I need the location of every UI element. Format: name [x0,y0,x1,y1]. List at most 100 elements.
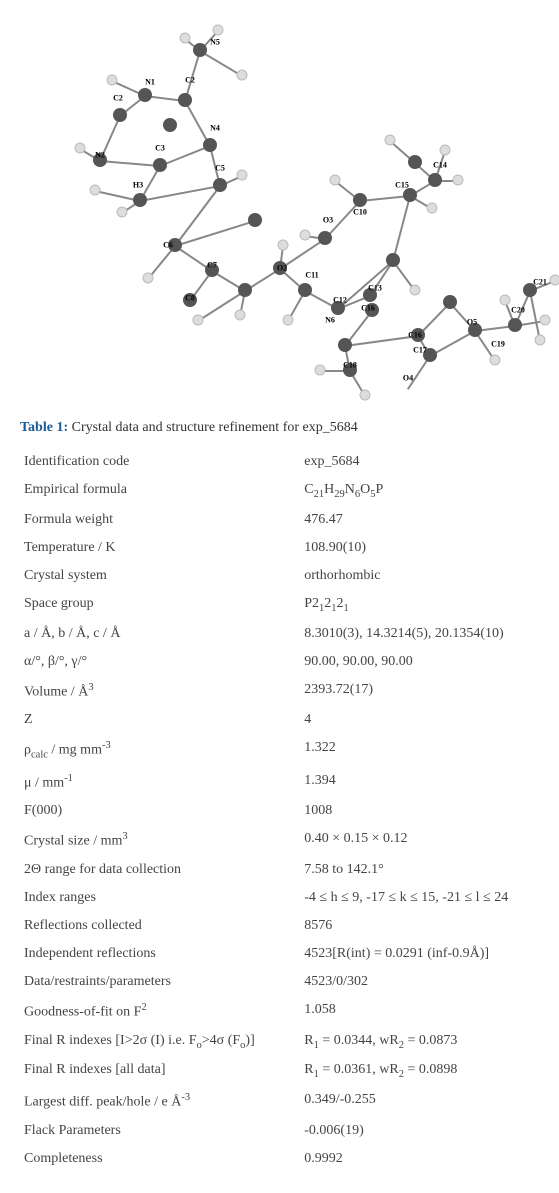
table-row: Final R indexes [I>2σ (I) i.e. Fo>4σ (Fo… [20,1027,539,1057]
atom-label: C5 [215,164,225,173]
table-row-label: Volume / Å3 [20,676,300,707]
table-row: Identification codeexp_5684 [20,448,539,476]
atom-hydrogen [213,25,224,36]
table-caption: Table 1: Crystal data and structure refi… [20,420,539,436]
table-row-label: Largest diff. peak/hole / e Å-3 [20,1086,300,1117]
table-row-label: Temperature / K [20,534,300,562]
table-row-label: Completeness [20,1145,300,1173]
table-row-value: 7.58 to 142.1° [300,856,539,884]
table-row-label: Data/restraints/parameters [20,968,300,996]
bond [160,145,211,167]
table-row: Volume / Å32393.72(17) [20,676,539,707]
atom-label: O5 [467,318,477,327]
atom-heavy [428,173,442,187]
table-row-value: 0.9992 [300,1145,539,1173]
table-row: Final R indexes [all data]R1 = 0.0361, w… [20,1056,539,1086]
atom-label: H3 [133,181,143,190]
atom-label: C2 [185,76,195,85]
table-row-value: P212121 [300,590,539,620]
atom-heavy [508,318,522,332]
table-row-value: 108.90(10) [300,534,539,562]
atom-label: O4 [403,374,413,383]
table-row: Completeness0.9992 [20,1145,539,1173]
atom-label: C20 [511,306,525,315]
table-row: a / Å, b / Å, c / Å8.3010(3), 14.3214(5)… [20,620,539,648]
table-row: 2Θ range for data collection7.58 to 142.… [20,856,539,884]
atom-heavy [386,253,400,267]
atom-hydrogen [550,275,559,286]
atom-label: C16 [361,304,375,313]
atom-label: N5 [210,38,220,47]
table-row: Flack Parameters-0.006(19) [20,1117,539,1145]
atom-label: C6 [163,241,173,250]
table-row-value: 0.40 × 0.15 × 0.12 [300,825,539,856]
table-row: Data/restraints/parameters4523/0/302 [20,968,539,996]
table-row-value: -0.006(19) [300,1117,539,1145]
table-row-value: R1 = 0.0361, wR2 = 0.0898 [300,1056,539,1086]
table-row-value: 8576 [300,912,539,940]
table-row-label: Crystal size / mm3 [20,825,300,856]
table-row-label: Final R indexes [I>2σ (I) i.e. Fo>4σ (Fo… [20,1027,300,1057]
atom-hydrogen [330,175,341,186]
table-row-label: α/°, β/°, γ/° [20,648,300,676]
atom-heavy [443,295,457,309]
atom-hydrogen [315,365,326,376]
table-row-label: Formula weight [20,506,300,534]
atom-heavy [213,178,227,192]
table-row: Empirical formulaC21H29N6O5P [20,476,539,506]
crystal-data-table: Identification codeexp_5684Empirical for… [20,448,539,1173]
atom-label: N1 [145,78,155,87]
table-row-label: Independent reflections [20,940,300,968]
atom-label: C16 [408,331,422,340]
table-row: Reflections collected8576 [20,912,539,940]
atom-heavy [138,88,152,102]
atom-hydrogen [535,335,546,346]
atom-heavy [163,118,177,132]
atom-label: N6 [325,316,335,325]
atom-heavy [113,108,127,122]
table-caption-text: Crystal data and structure refinement fo… [72,420,358,435]
table-row-label: ρcalc / mg mm-3 [20,734,300,766]
atom-hydrogen [237,70,248,81]
table-row-value: 4523[R(int) = 0.0291 (inf-0.9Å)] [300,940,539,968]
atom-hydrogen [440,145,451,156]
table-row-label: Space group [20,590,300,620]
table-row-value: 4523/0/302 [300,968,539,996]
atom-label: O3 [323,216,333,225]
atom-heavy [408,155,422,169]
table-row-value: exp_5684 [300,448,539,476]
atom-heavy [318,231,332,245]
table-row: Independent reflections4523[R(int) = 0.0… [20,940,539,968]
bond [100,160,160,167]
atom-label: O2 [277,264,287,273]
table-caption-label: Table 1: [20,420,68,435]
table-row-value: 4 [300,706,539,734]
atom-hydrogen [453,175,464,186]
table-row: Crystal systemorthorhombic [20,562,539,590]
table-row: Temperature / K108.90(10) [20,534,539,562]
table-row-label: 2Θ range for data collection [20,856,300,884]
atom-label: C11 [305,271,318,280]
bond [175,220,256,247]
table-row: F(000)1008 [20,797,539,825]
atom-hydrogen [180,33,191,44]
table-row-value: 1.394 [300,767,539,798]
atom-label: C10 [353,208,367,217]
atom-label: C7 [207,261,217,270]
table-row-label: Index ranges [20,884,300,912]
table-row-value: C21H29N6O5P [300,476,539,506]
atom-heavy [403,188,417,202]
atom-hydrogen [117,207,128,218]
table-row-label: a / Å, b / Å, c / Å [20,620,300,648]
atom-hydrogen [143,273,154,284]
atom-heavy [238,283,252,297]
atom-hydrogen [410,285,421,296]
atom-label: C21 [533,278,547,287]
table-row: Crystal size / mm30.40 × 0.15 × 0.12 [20,825,539,856]
atom-label: C19 [491,340,505,349]
atom-heavy [178,93,192,107]
table-row-label: Final R indexes [all data] [20,1056,300,1086]
table-row: α/°, β/°, γ/°90.00, 90.00, 90.00 [20,648,539,676]
atom-hydrogen [237,170,248,181]
table-row: Largest diff. peak/hole / e Å-30.349/-0.… [20,1086,539,1117]
